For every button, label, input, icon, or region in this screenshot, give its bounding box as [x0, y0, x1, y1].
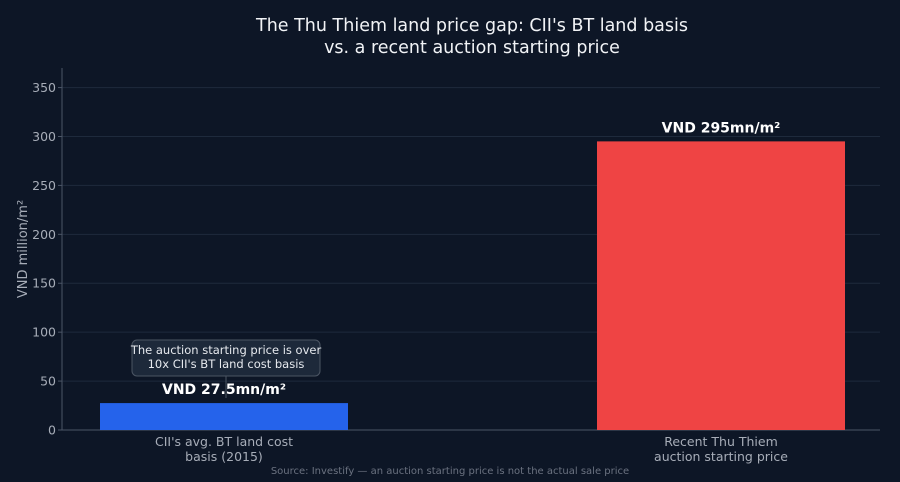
y-tick-label: 0: [48, 423, 56, 438]
y-tick-label: 250: [32, 178, 56, 193]
x-category-label: basis (2015): [185, 449, 263, 464]
value-labels: VND 27.5mn/m² VND 295mn/m²: [162, 120, 780, 398]
x-category-label: Recent Thu Thiem: [664, 434, 778, 449]
y-axis-label: VND million/m²: [16, 200, 31, 298]
x-category-label: auction starting price: [654, 449, 788, 464]
bar-value-label: VND 27.5mn/m²: [162, 382, 286, 398]
y-tick-label: 150: [32, 276, 56, 291]
chart-title-line: vs. a recent auction starting price: [324, 38, 620, 58]
y-axis-ticks: 0 50 100 150 200 250 300 350: [32, 80, 62, 438]
y-tick-label: 50: [40, 374, 56, 389]
annotation-text: The auction starting price is over: [130, 343, 322, 357]
y-tick-label: 300: [32, 129, 56, 144]
y-tick-label: 200: [32, 227, 56, 242]
bars: [100, 141, 845, 431]
source-note: Source: Investify — an auction starting …: [271, 466, 629, 477]
bar: [597, 141, 845, 431]
chart-title: The Thu Thiem land price gap: CII's BT l…: [255, 16, 688, 58]
bar-value-label: VND 295mn/m²: [662, 120, 781, 136]
y-tick-label: 350: [32, 80, 56, 95]
annotation-text: 10x CII's BT land cost basis: [148, 357, 305, 371]
x-category-label: CII's avg. BT land cost: [155, 434, 293, 449]
chart-title-line: The Thu Thiem land price gap: CII's BT l…: [255, 16, 688, 36]
bar: [100, 403, 348, 430]
y-tick-label: 100: [32, 325, 56, 340]
